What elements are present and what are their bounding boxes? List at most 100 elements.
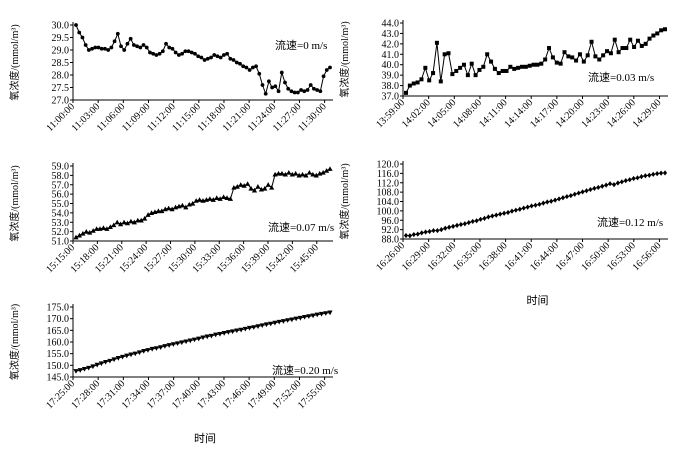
data-point bbox=[500, 68, 505, 73]
data-point bbox=[76, 232, 83, 238]
data-point bbox=[157, 51, 162, 56]
data-point bbox=[205, 56, 210, 61]
chart-panel-3: 59.058.057.056.055.054.053.052.051.015:1… bbox=[8, 162, 334, 276]
data-point bbox=[90, 46, 94, 51]
data-point bbox=[242, 326, 248, 332]
y-tick-label: 104.0 bbox=[377, 197, 400, 208]
x-tick-label: 14:29:00 bbox=[631, 97, 664, 130]
data-point bbox=[659, 28, 664, 33]
data-point bbox=[135, 44, 139, 49]
data-point bbox=[90, 364, 96, 370]
data-point bbox=[170, 342, 176, 347]
data-point bbox=[145, 348, 151, 353]
data-point bbox=[209, 55, 213, 60]
data-point bbox=[321, 74, 326, 79]
data-point bbox=[212, 53, 217, 57]
data-point bbox=[155, 208, 161, 214]
data-point bbox=[623, 178, 628, 184]
data-point bbox=[615, 180, 620, 186]
data-point bbox=[589, 39, 594, 44]
data-point bbox=[580, 189, 585, 195]
data-point bbox=[138, 217, 144, 223]
flow-speed-annotation: 流速=0 m/s bbox=[275, 38, 327, 52]
data-point bbox=[132, 351, 138, 357]
y-tick-label: 29.5 bbox=[52, 33, 70, 44]
data-point bbox=[158, 345, 164, 350]
data-point bbox=[462, 221, 467, 227]
data-point bbox=[588, 186, 593, 193]
data-point bbox=[427, 228, 432, 235]
data-point bbox=[173, 50, 178, 55]
data-point bbox=[502, 210, 507, 216]
data-point bbox=[98, 361, 104, 367]
data-point bbox=[303, 172, 309, 178]
data-point bbox=[481, 64, 486, 69]
data-point bbox=[313, 172, 319, 178]
data-point bbox=[270, 85, 275, 90]
data-point bbox=[655, 31, 660, 36]
data-point bbox=[523, 64, 528, 69]
data-point bbox=[655, 171, 660, 177]
data-point bbox=[299, 88, 303, 92]
data-point bbox=[257, 71, 262, 76]
data-point bbox=[207, 196, 213, 201]
data-point bbox=[202, 58, 207, 62]
data-point bbox=[227, 196, 234, 201]
data-point bbox=[289, 89, 294, 94]
data-point bbox=[103, 46, 107, 51]
data-point bbox=[415, 231, 420, 237]
data-point bbox=[145, 212, 151, 217]
data-point bbox=[189, 50, 194, 55]
data-point bbox=[77, 30, 82, 35]
data-point bbox=[434, 40, 439, 45]
data-point bbox=[458, 65, 463, 70]
data-point bbox=[234, 184, 240, 189]
data-point bbox=[267, 79, 271, 84]
y-tick-label: 116.0 bbox=[377, 169, 399, 180]
data-point bbox=[312, 86, 316, 91]
data-point bbox=[154, 53, 159, 57]
data-point bbox=[183, 204, 189, 210]
data-point bbox=[217, 196, 223, 201]
data-point bbox=[115, 31, 120, 36]
data-point bbox=[419, 77, 424, 82]
y-tick-label: 145.0 bbox=[47, 373, 70, 384]
data-point bbox=[221, 331, 227, 336]
data-point bbox=[306, 314, 312, 319]
data-point bbox=[647, 36, 652, 41]
data-point bbox=[306, 169, 313, 175]
data-point bbox=[265, 182, 271, 187]
data-point bbox=[81, 366, 88, 372]
data-point bbox=[315, 88, 320, 92]
data-point bbox=[482, 215, 487, 221]
data-point bbox=[663, 27, 667, 32]
data-point bbox=[494, 212, 499, 218]
data-point bbox=[545, 199, 550, 205]
data-point bbox=[320, 169, 326, 175]
data-point bbox=[310, 313, 316, 319]
data-point bbox=[106, 48, 111, 52]
data-point bbox=[107, 224, 113, 230]
data-point bbox=[404, 90, 408, 95]
data-point bbox=[250, 65, 255, 70]
data-point bbox=[443, 225, 448, 231]
data-point bbox=[286, 169, 292, 175]
data-point bbox=[180, 51, 185, 56]
data-point bbox=[318, 89, 323, 94]
data-point bbox=[411, 81, 416, 86]
data-point bbox=[643, 41, 648, 46]
data-point bbox=[200, 335, 206, 341]
data-point bbox=[234, 328, 240, 334]
y-tick-label: 51.0 bbox=[52, 237, 70, 248]
data-point bbox=[213, 332, 219, 338]
y-tick-label: 92.0 bbox=[382, 225, 400, 236]
data-point bbox=[624, 46, 629, 51]
data-point bbox=[74, 23, 78, 27]
data-point bbox=[149, 346, 155, 352]
data-point bbox=[215, 54, 220, 59]
data-point bbox=[486, 214, 491, 220]
data-point bbox=[619, 179, 624, 185]
y-tick-label: 28.0 bbox=[52, 71, 70, 82]
data-point bbox=[183, 49, 188, 54]
data-point bbox=[208, 333, 215, 339]
